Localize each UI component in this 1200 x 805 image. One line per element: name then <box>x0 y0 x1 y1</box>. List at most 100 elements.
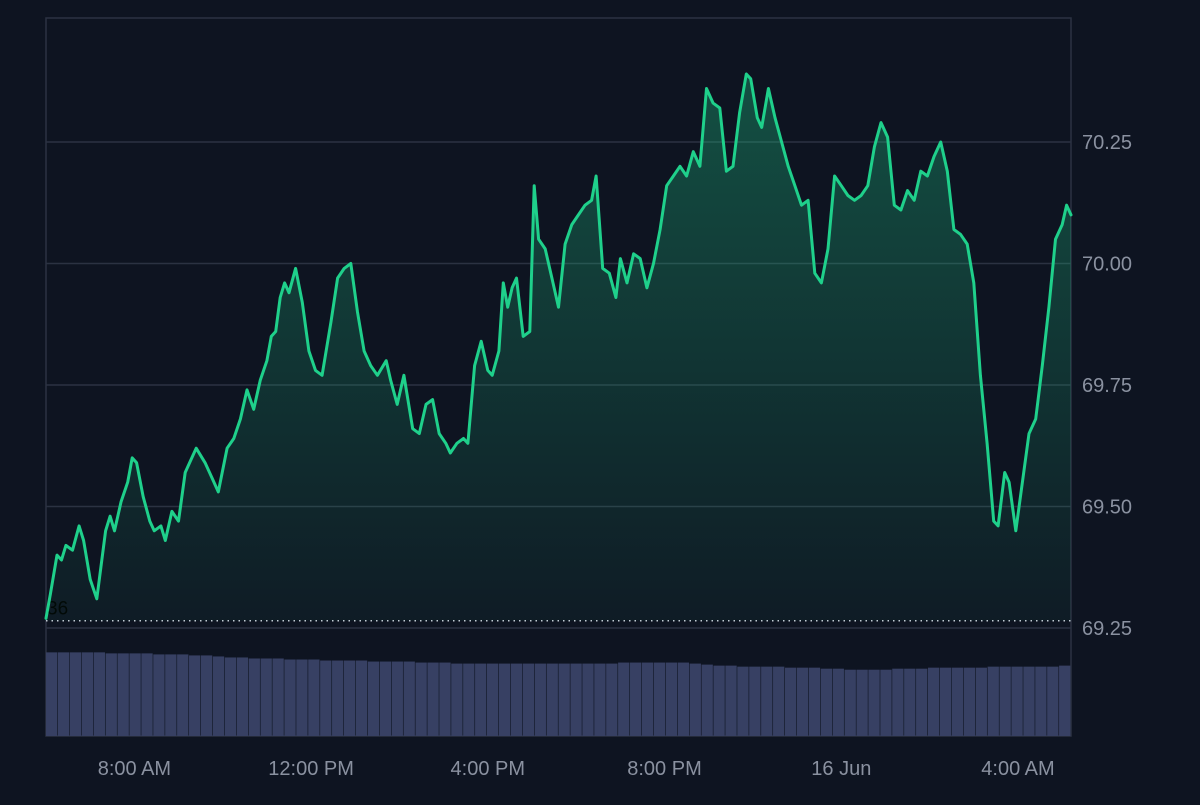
volume-bar <box>69 652 82 736</box>
volume-bar <box>689 663 701 736</box>
volume-bar <box>308 659 320 736</box>
y-tick-label: 70.00 <box>1082 254 1132 276</box>
volume-bar <box>892 668 904 736</box>
volume-bar <box>475 663 487 736</box>
volume-bar <box>594 663 606 736</box>
volume-bar <box>81 652 94 736</box>
volume-bar <box>618 662 630 736</box>
volume-bar <box>510 663 523 736</box>
x-tick-label: 8:00 AM <box>98 758 171 780</box>
x-tick-label: 4:00 AM <box>981 758 1054 780</box>
volume-bar <box>1059 665 1071 736</box>
volume-bar <box>415 662 427 736</box>
volume-bar <box>272 658 284 736</box>
volume-bar <box>784 667 797 736</box>
volume-bar <box>153 654 165 736</box>
volume-bar <box>1047 666 1059 736</box>
volume-bar <box>451 663 463 736</box>
volume-bar <box>761 666 773 736</box>
volume-bar <box>486 663 499 736</box>
volume-bar <box>606 663 618 736</box>
volume-bar <box>320 660 332 736</box>
volume-bar <box>367 661 380 736</box>
y-tick-label: 70.25 <box>1082 132 1132 154</box>
volume-bar <box>713 665 725 736</box>
volume-bar <box>439 662 451 736</box>
volume-bar <box>522 663 535 736</box>
volume-bar <box>820 668 833 736</box>
volume-bar <box>391 661 403 736</box>
volume-bar <box>725 665 737 736</box>
volume-bar <box>808 667 821 736</box>
volume-bar <box>1035 666 1047 736</box>
volume-bar <box>165 654 177 736</box>
volume-bar <box>927 667 940 736</box>
price-line[interactable] <box>44 72 1073 620</box>
volume-bar <box>129 653 141 736</box>
volume-bar <box>427 662 439 736</box>
y-tick-label: 69.50 <box>1082 497 1132 519</box>
volume-bar <box>93 652 105 736</box>
volume-bar <box>332 660 344 736</box>
volume-bar <box>1023 666 1035 736</box>
volume-bar <box>749 666 761 736</box>
y-tick-label: 69.75 <box>1082 375 1132 397</box>
volume-bar <box>951 667 964 736</box>
volume-bar <box>987 666 999 736</box>
x-tick-label: 4:00 PM <box>451 758 525 780</box>
volume-bar <box>880 669 892 736</box>
volume-bar <box>904 668 916 736</box>
volume-bar <box>46 652 58 736</box>
volume-bar <box>117 653 129 736</box>
volume-bar <box>916 668 928 736</box>
x-tick-label: 16 Jun <box>811 758 871 780</box>
volume-bar <box>832 668 844 736</box>
x-tick-label: 8:00 PM <box>627 758 701 780</box>
volume-bar <box>296 659 308 736</box>
volume-bar <box>630 662 642 736</box>
volume-bar <box>534 663 546 736</box>
volume-bar <box>379 661 392 736</box>
volume-bar <box>570 663 582 736</box>
volume-bar <box>796 667 809 736</box>
price-area <box>46 74 1071 621</box>
volume-bar <box>224 657 237 736</box>
volume-bar <box>57 652 70 736</box>
volume-bar <box>177 654 189 736</box>
volume-bar <box>141 653 153 736</box>
volume-bar <box>999 666 1011 736</box>
volume-bar <box>463 663 475 736</box>
volume-bar <box>403 661 415 736</box>
volume-bar <box>558 663 570 736</box>
volume-bar <box>105 653 117 736</box>
volume-bar <box>200 655 213 736</box>
volume-bar <box>248 658 260 736</box>
volume-bar <box>963 667 976 736</box>
volume-bar <box>975 667 987 736</box>
volume-bar <box>844 669 856 736</box>
volume-bar <box>260 658 272 736</box>
volume-bar <box>355 660 368 736</box>
volume-bar <box>701 664 713 736</box>
volume-bar <box>1011 666 1023 736</box>
volume-bar <box>665 662 678 736</box>
volume-bar <box>856 669 868 736</box>
volume-bar <box>582 663 594 736</box>
volume-bar <box>868 669 880 736</box>
volume-bar <box>236 657 249 736</box>
volume-bar <box>773 666 785 736</box>
volume-bar <box>189 655 201 736</box>
x-tick-label: 12:00 PM <box>268 758 354 780</box>
volume-bar <box>677 662 690 736</box>
volume-bar <box>641 662 654 736</box>
volume-bar <box>546 663 558 736</box>
volume-bar <box>343 660 356 736</box>
volume-bar <box>212 656 225 736</box>
y-tick-label: 69.25 <box>1082 618 1132 640</box>
volume-bar <box>498 663 511 736</box>
volume-bar <box>939 667 952 736</box>
volume-bar <box>653 662 666 736</box>
volume-bar <box>737 666 749 736</box>
